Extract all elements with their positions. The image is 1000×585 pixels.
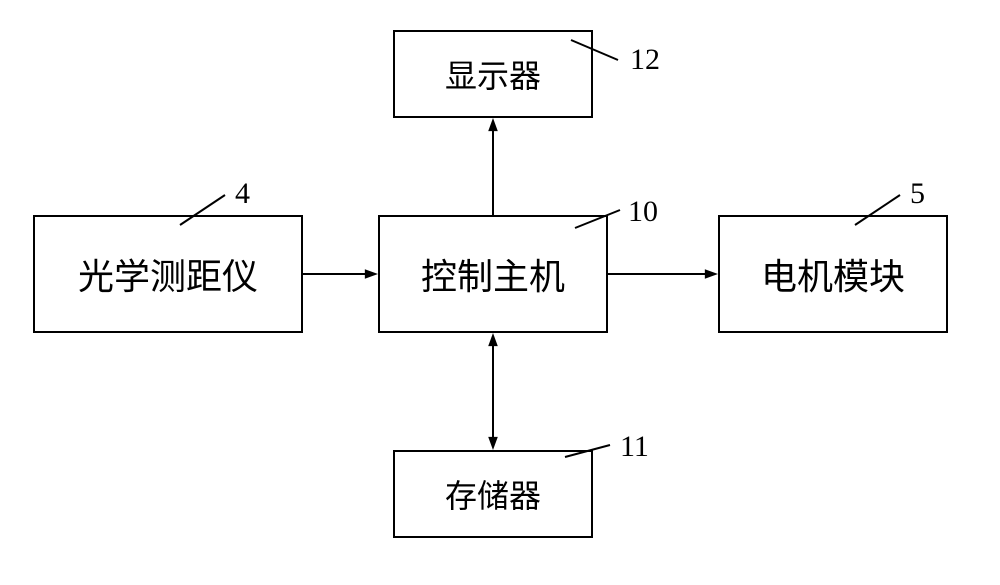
diagram-canvas: 显示器 光学测距仪 控制主机 电机模块 存储器 12 4 10 5 11 [0,0,1000,585]
node-memory-label: 存储器 [445,471,541,517]
ref-rangefinder: 4 [235,177,250,211]
node-rangefinder-label: 光学测距仪 [78,248,258,300]
ref-memory: 11 [620,430,649,464]
ref-motor: 5 [910,177,925,211]
node-display-label: 显示器 [445,51,541,97]
node-motor-label: 电机模块 [761,248,905,300]
node-motor: 电机模块 [718,215,948,333]
ref-display: 12 [630,43,660,77]
ref-controller: 10 [628,195,658,229]
node-display: 显示器 [393,30,593,118]
node-rangefinder: 光学测距仪 [33,215,303,333]
node-controller-label: 控制主机 [421,248,565,300]
node-controller: 控制主机 [378,215,608,333]
node-memory: 存储器 [393,450,593,538]
